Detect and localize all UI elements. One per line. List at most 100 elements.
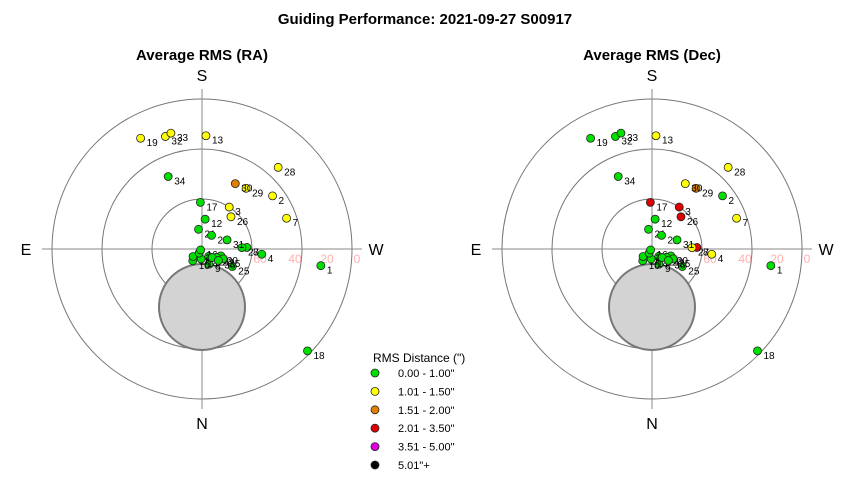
data-point	[194, 224, 203, 234]
point-label: 9	[215, 264, 221, 275]
direction-bottom: N	[196, 416, 208, 433]
point-label: 23	[672, 257, 684, 268]
point-label: 3	[235, 207, 241, 218]
point-label: 33	[177, 133, 189, 144]
data-point	[672, 235, 682, 245]
legend-item-label: 3.51 - 5.00"	[398, 442, 455, 454]
point-label: 35	[679, 259, 691, 270]
point-label: 9	[665, 264, 671, 275]
data-point	[753, 346, 762, 356]
point-label: 14	[207, 259, 219, 270]
legend-marker	[370, 442, 380, 452]
direction-top: S	[647, 68, 658, 85]
point-label: 26	[237, 217, 249, 228]
point-label: 2	[279, 196, 285, 207]
data-point	[677, 262, 687, 271]
point-label: 36	[674, 260, 686, 271]
point-label: 27	[248, 248, 260, 259]
data-point	[213, 256, 223, 265]
point-label: 7	[293, 218, 299, 229]
point-label: 10	[649, 261, 661, 272]
data-point	[224, 202, 234, 212]
data-point	[691, 183, 701, 193]
data-point	[241, 183, 251, 193]
data-point	[732, 213, 741, 223]
point-label: 11	[649, 256, 660, 267]
direction-right: W	[368, 242, 384, 259]
point-label: 32	[171, 136, 183, 147]
data-point	[657, 230, 666, 240]
data-point	[257, 249, 267, 259]
direction-left: E	[21, 242, 32, 259]
data-point	[651, 131, 661, 141]
data-point	[222, 235, 232, 245]
ring-label: 40	[738, 252, 752, 266]
data-point	[663, 256, 673, 265]
data-point	[227, 262, 237, 271]
data-point	[723, 162, 733, 172]
point-label: 3	[685, 207, 691, 218]
point-label: 13	[212, 136, 224, 147]
data-point	[230, 179, 240, 189]
point-label: 8	[703, 247, 709, 258]
data-point	[200, 214, 210, 224]
data-point	[707, 249, 717, 259]
data-point	[650, 214, 660, 224]
data-point	[586, 133, 595, 143]
legend-item-label: 2.01 - 3.50"	[398, 423, 455, 435]
legend-marker	[370, 386, 380, 396]
point-label: 27	[698, 248, 710, 259]
point-label: 25	[688, 267, 700, 278]
point-label: 12	[661, 219, 673, 230]
point-label: 35	[229, 259, 241, 270]
plot-title-ra: Average RMS (RA)	[136, 47, 268, 64]
point-label: 4	[268, 254, 274, 265]
point-label: 17	[206, 202, 218, 213]
data-point	[646, 245, 656, 255]
data-point	[273, 162, 283, 172]
legend-marker	[370, 460, 380, 470]
point-label: 26	[687, 217, 699, 228]
direction-bottom: N	[646, 416, 658, 433]
data-point	[136, 133, 145, 143]
legend-title: RMS Distance (")	[373, 351, 465, 365]
point-label: 12	[211, 219, 223, 230]
point-label: 30	[691, 184, 703, 195]
point-label: 18	[764, 351, 776, 362]
point-label: 31	[233, 240, 245, 251]
direction-right: W	[818, 242, 834, 259]
data-point	[676, 212, 686, 222]
data-point	[163, 172, 173, 181]
data-point	[196, 245, 206, 255]
legend-marker	[370, 368, 380, 378]
point-label: 10	[199, 261, 211, 272]
data-point	[226, 212, 236, 222]
point-label: 29	[252, 188, 264, 199]
point-label: 19	[597, 138, 609, 149]
point-label: 30	[241, 184, 253, 195]
legend-item-label: 0.00 - 1.00"	[398, 368, 455, 380]
polar-plot-ra: Average RMS (RA)806040200SNEW12345678910…	[21, 47, 385, 433]
point-label: 25	[238, 267, 250, 278]
pier-disc	[608, 263, 696, 351]
point-label: 2	[729, 196, 735, 207]
point-label: 23	[222, 257, 234, 268]
point-label: 34	[624, 176, 636, 187]
point-label: 19	[147, 138, 159, 149]
point-label: 1	[327, 266, 333, 277]
data-point	[645, 197, 655, 207]
legend-item-label: 1.51 - 2.00"	[398, 405, 455, 417]
ring-label: 0	[354, 252, 361, 266]
data-point	[237, 243, 247, 253]
plot-title-dec: Average RMS (Dec)	[583, 47, 721, 64]
point-label: 28	[734, 167, 746, 178]
data-point	[316, 261, 326, 271]
data-point	[282, 213, 291, 223]
pier-disc	[158, 263, 246, 351]
data-point	[674, 202, 684, 212]
data-point	[268, 191, 277, 201]
legend-marker	[370, 405, 380, 415]
point-label: 29	[702, 188, 714, 199]
data-point	[644, 224, 653, 234]
